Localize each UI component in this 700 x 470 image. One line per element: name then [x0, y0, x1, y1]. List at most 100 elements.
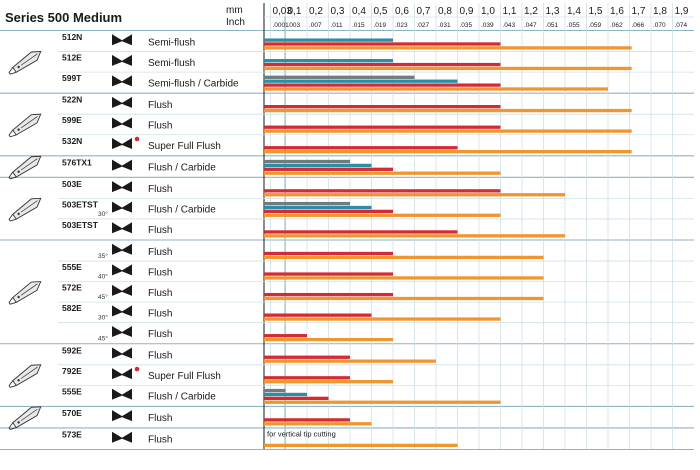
- tool-image-cell: [0, 428, 58, 449]
- bar-orange: [264, 46, 632, 50]
- bar-orange: [264, 193, 565, 197]
- inch-tick-label: .043: [503, 22, 516, 29]
- cut-angle-label: 30°: [98, 314, 108, 322]
- mm-tick-label: 0,8: [438, 6, 452, 17]
- bar-red: [264, 230, 458, 234]
- mm-tick-label: 1,9: [675, 6, 689, 17]
- cut-angle-label: 45°: [98, 334, 108, 342]
- flush-cutter-pointed-icon: [8, 51, 42, 75]
- inch-tick-label: .066: [632, 22, 645, 29]
- model-number: 503ETST: [62, 199, 99, 209]
- bar-orange: [264, 337, 393, 342]
- cut-type-label: Flush: [148, 308, 172, 319]
- tool-edge-line: [20, 116, 38, 129]
- cutter-profile-icon: [112, 264, 132, 276]
- cutter-profile-icon: [112, 54, 132, 66]
- cutter-profile-icon: [112, 34, 132, 46]
- bar-red: [264, 376, 350, 380]
- bar-teal: [264, 79, 458, 83]
- bar-gray: [264, 201, 350, 206]
- cut-angle-label: 45°: [98, 293, 108, 301]
- cut-type-label: Semi-flush: [148, 58, 195, 69]
- tool-handle-shape: [8, 171, 17, 180]
- mm-tick-label: 1,6: [610, 6, 624, 17]
- tool-edge-line: [20, 200, 38, 213]
- bar-orange: [264, 66, 632, 71]
- bar-orange: [264, 317, 501, 321]
- cutter-profile-icon: [112, 284, 132, 296]
- tool-pivot-shape: [17, 170, 20, 173]
- inch-tick-label: .015: [352, 22, 365, 29]
- flush-cutter-pointed-icon: [8, 113, 42, 138]
- inch-unit-label: Inch: [226, 17, 245, 28]
- model-number: 555E: [62, 386, 82, 396]
- inch-tick-label: .023: [395, 22, 408, 29]
- cutter-profile-icon: [112, 305, 132, 317]
- mm-tick-label: 1,3: [546, 6, 560, 17]
- bar-teal: [264, 205, 372, 210]
- bar-red: [264, 42, 501, 46]
- cutter-profile-icon: [112, 159, 132, 171]
- bar-red: [264, 105, 501, 109]
- inch-tick-label: .0001: [272, 22, 289, 29]
- bar-orange: [264, 108, 632, 113]
- mm-tick-label: 0,2: [309, 6, 323, 17]
- tool-handle-shape: [8, 213, 17, 222]
- bar-orange: [264, 129, 632, 133]
- mm-tick-label: 0,1: [288, 6, 302, 17]
- bar-orange: [264, 150, 632, 154]
- cutter-profile-icon: [112, 222, 132, 234]
- tool-pivot-shape: [17, 379, 20, 382]
- model-number: 576TX1: [62, 157, 92, 167]
- bar-orange: [264, 443, 458, 447]
- inch-tick-label: .039: [481, 22, 494, 29]
- bar-gray: [264, 75, 415, 79]
- mm-tick-label: 0,7: [417, 6, 431, 17]
- mm-tick-label: 1,0: [481, 6, 495, 17]
- cut-type-label: Flush: [148, 413, 172, 424]
- cut-type-label: Flush: [148, 329, 172, 340]
- bar-red: [264, 209, 393, 214]
- flush-cutter-slim-icon: [8, 406, 42, 430]
- cut-type-label: Flush: [148, 225, 172, 236]
- bar-red: [264, 167, 393, 171]
- tool-pivot-shape: [17, 421, 20, 424]
- bar-orange: [264, 234, 565, 238]
- cutter-profile-icon: [112, 181, 132, 193]
- model-number: 572E: [62, 283, 82, 293]
- model-number: 522N: [62, 95, 82, 105]
- inch-tick-label: .003: [288, 22, 301, 29]
- bar-red: [264, 272, 393, 276]
- tool-pivot-shape: [17, 295, 20, 299]
- inch-tick-label: .047: [524, 22, 537, 29]
- super-flush-dot-icon: [134, 366, 140, 372]
- bar-red: [264, 146, 458, 150]
- tool-handle-shape: [8, 67, 17, 75]
- inch-tick-label: .059: [589, 22, 602, 29]
- mm-tick-label: 1,4: [567, 6, 581, 17]
- bar-red: [264, 355, 350, 359]
- header-layer: Series 500 Medium mm Inch: [5, 5, 245, 28]
- model-number: 512N: [62, 32, 82, 42]
- bar-red: [264, 125, 501, 129]
- tool-edge-line: [20, 53, 38, 66]
- bar-orange: [264, 422, 372, 426]
- bar-teal: [264, 38, 393, 42]
- cut-type-label: Semi-flush: [148, 37, 195, 48]
- cut-angle-label: 30°: [98, 210, 108, 218]
- bar-orange: [264, 87, 608, 91]
- model-number: 512E: [62, 53, 82, 63]
- inch-tick-label: .011: [331, 22, 344, 29]
- inch-tick-label: .055: [567, 22, 580, 29]
- bar-red: [264, 251, 393, 256]
- flush-cutter-oval-icon: [8, 281, 42, 305]
- cutter-profile-icon: [112, 96, 132, 108]
- cut-type-label: Flush: [148, 100, 172, 111]
- cut-type-label: Flush: [148, 288, 172, 299]
- model-number: 573E: [62, 429, 82, 439]
- model-number: 599T: [62, 73, 82, 83]
- bar-red: [264, 83, 501, 87]
- cut-type-label: Flush / Carbide: [148, 205, 216, 216]
- tool-edge-line: [20, 408, 38, 421]
- flush-cutter-angled-icon: [8, 155, 42, 180]
